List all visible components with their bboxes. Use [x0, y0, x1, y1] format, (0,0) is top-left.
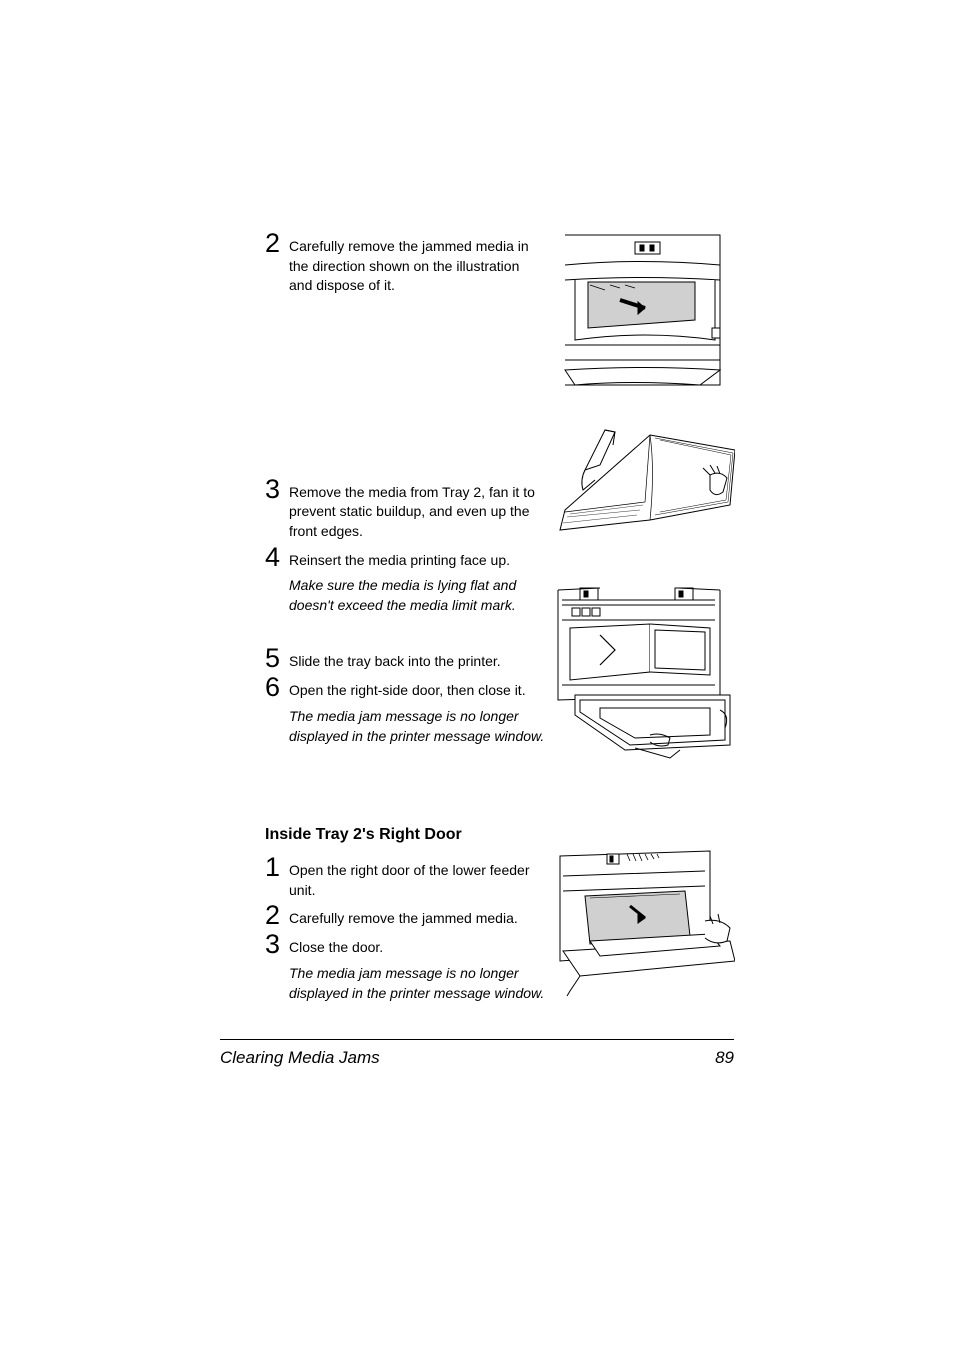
text-column: 2 Carefully remove the jammed media in t…: [265, 230, 545, 1003]
step-item: 5 Slide the tray back into the printer.: [265, 645, 545, 672]
step-text: Slide the tray back into the printer.: [289, 645, 501, 672]
step-item: 2 Carefully remove the jammed media in t…: [265, 230, 545, 296]
step-text: Close the door. The media jam message is…: [289, 931, 545, 1003]
illustration-slide-tray: [550, 580, 738, 765]
illustration-tray-jam: [560, 230, 735, 390]
step-number: 3: [265, 931, 289, 958]
page-footer: Clearing Media Jams 89: [220, 1039, 734, 1068]
step-item: 3 Close the door. The media jam message …: [265, 931, 545, 1003]
step-item: 4 Reinsert the media printing face up. M…: [265, 544, 545, 616]
step-block-d: 1 Open the right door of the lower feede…: [265, 854, 545, 1003]
step-number: 2: [265, 230, 289, 257]
step-item: 1 Open the right door of the lower feede…: [265, 854, 545, 900]
step-number: 2: [265, 902, 289, 929]
step-number: 1: [265, 854, 289, 881]
illustration-right-door: [555, 846, 735, 1001]
step-block-c: 5 Slide the tray back into the printer. …: [265, 645, 545, 746]
page-number: 89: [715, 1048, 734, 1068]
footer-title: Clearing Media Jams: [220, 1048, 380, 1068]
step-number: 3: [265, 476, 289, 503]
step-text: Carefully remove the jammed media in the…: [289, 230, 545, 296]
step-block-b: 3 Remove the media from Tray 2, fan it t…: [265, 476, 545, 616]
step-number: 6: [265, 674, 289, 701]
step-item: 2 Carefully remove the jammed media.: [265, 902, 545, 929]
step-text: Remove the media from Tray 2, fan it to …: [289, 476, 545, 542]
step-item: 3 Remove the media from Tray 2, fan it t…: [265, 476, 545, 542]
step-note: The media jam message is no longer displ…: [289, 964, 545, 1003]
section-heading: Inside Tray 2's Right Door: [265, 826, 545, 844]
step-text: Carefully remove the jammed media.: [289, 902, 518, 929]
step-number: 5: [265, 645, 289, 672]
step-note: The media jam message is no longer displ…: [289, 707, 545, 746]
illustration-fan-media: [555, 420, 735, 550]
step-text: Open the right-side door, then close it.…: [289, 674, 545, 746]
step-item: 6 Open the right-side door, then close i…: [265, 674, 545, 746]
step-note: Make sure the media is lying flat and do…: [289, 576, 545, 615]
step-text: Reinsert the media printing face up. Mak…: [289, 544, 545, 616]
document-page: 2 Carefully remove the jammed media in t…: [0, 0, 954, 1351]
step-number: 4: [265, 544, 289, 571]
step-block-a: 2 Carefully remove the jammed media in t…: [265, 230, 545, 296]
step-text: Open the right door of the lower feeder …: [289, 854, 545, 900]
